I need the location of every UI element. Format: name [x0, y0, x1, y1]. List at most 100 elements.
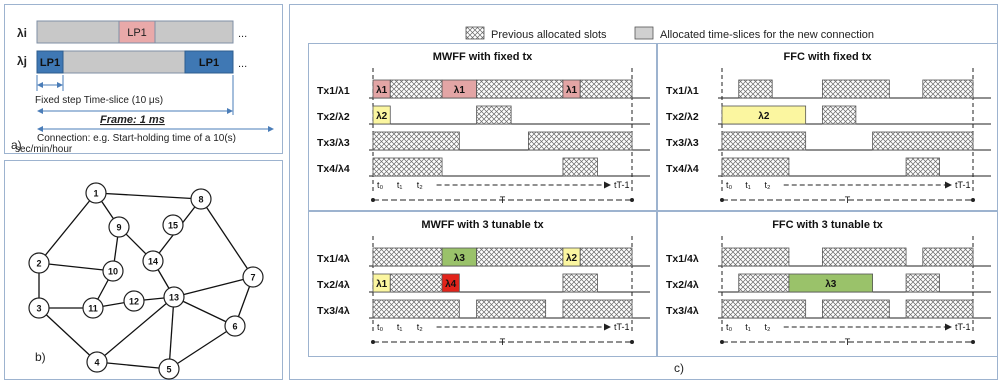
graph-node-label: 14 [148, 257, 158, 267]
time-tick-label: tT-1 [955, 322, 971, 332]
previous-slot [562, 273, 598, 293]
row-label-j: λj [17, 54, 27, 68]
row-i-lp1-label: LP1 [127, 27, 147, 39]
graph-node-label: 5 [166, 365, 171, 375]
previous-slot [922, 79, 974, 99]
new-slot-label: λ3 [825, 279, 837, 290]
graph-node-circle [158, 358, 180, 380]
graph-node-label: 11 [88, 304, 98, 314]
previous-slot [579, 247, 633, 267]
previous-slot [562, 299, 633, 319]
period-dot [630, 198, 634, 202]
graph-node-11: 11 [82, 297, 104, 319]
previous-slot [527, 131, 633, 151]
graph-node-label: 2 [36, 259, 41, 269]
quadrant-2-svg: MWFF with 3 tunable tx Tx1/4λ Tx2/4λ Tx3/4λ… [317, 219, 650, 347]
graph-node-circle [28, 297, 50, 319]
previous-slot [872, 131, 974, 151]
graph-node-14: 14 [142, 250, 164, 272]
graph-edge [168, 296, 175, 370]
previous-slot [476, 79, 564, 99]
period-label: T [500, 337, 506, 347]
graph-edge [38, 262, 114, 272]
frame-label: Frame: 1 ms [100, 114, 165, 126]
graph-node-3: 3 [28, 297, 50, 319]
graph-node-13: 13 [163, 286, 185, 308]
quadrant-top-left: MWFF with fixed tx Tx1/λ1 Tx2/λ2 Tx3/λ3 Tx4/… [308, 43, 657, 211]
graph-node-label: 1 [93, 189, 98, 199]
previous-slot [562, 157, 598, 177]
row-i-lp1-slot [118, 20, 156, 44]
previous-slot [372, 299, 460, 319]
graph-nodes: 1 8 9 15 14 2 10 7 13 12 3 11 6 4 5 [28, 182, 264, 380]
row-j-lp1-right-label: LP1 [199, 57, 219, 69]
new-slot-label: λ3 [454, 253, 466, 264]
period-label: T [845, 337, 851, 347]
graph-node-label: 12 [129, 297, 139, 307]
graph-node-circle [242, 266, 264, 288]
graph-node-circle [86, 351, 108, 373]
time-tick-label: t₀ [726, 180, 733, 190]
time-tick-label: t₂ [764, 322, 771, 332]
period-dot [371, 340, 375, 344]
new-slot [372, 105, 391, 125]
previous-slot [476, 105, 512, 125]
row-label: Tx3/4λ [317, 305, 350, 317]
row-label: Tx2/λ2 [317, 111, 350, 123]
row-j-ellipsis: ... [238, 58, 247, 70]
new-slot-label: λ1 [566, 85, 578, 96]
quadrant-title: FFC with fixed tx [784, 51, 873, 63]
graph-edge [38, 192, 97, 264]
row-label: Tx2/λ2 [666, 111, 699, 123]
graph-node-circle [85, 182, 107, 204]
time-tick-label: t₀ [377, 322, 384, 332]
quadrant-title: MWFF with fixed tx [433, 51, 533, 63]
previous-slot [821, 105, 857, 125]
panel-c: Previous allocated slots Allocated time-… [289, 4, 998, 380]
row-label: Tx1/λ1 [317, 85, 350, 97]
graph-edge [96, 296, 175, 363]
new-slot-label: λ1 [376, 279, 388, 290]
row-label: Tx3/4λ [666, 305, 699, 317]
graph-edge [168, 325, 236, 370]
row-label: Tx3/λ3 [666, 137, 699, 149]
period-dot [971, 198, 975, 202]
graph-edge [173, 276, 254, 298]
graph-node-circle [142, 250, 164, 272]
graph-edge [95, 192, 202, 200]
graph-node-label: 8 [198, 195, 203, 205]
time-tick-label: t₀ [726, 322, 733, 332]
previous-slot [721, 247, 790, 267]
graph-node-1: 1 [85, 182, 107, 204]
previous-slot [721, 157, 790, 177]
graph-node-5: 5 [158, 358, 180, 380]
new-slot-label: λ2 [566, 253, 578, 264]
previous-slot [738, 273, 790, 293]
network-topology: 1 8 9 15 14 2 10 7 13 12 3 11 6 4 5 b) [28, 182, 264, 380]
graph-node-circle [190, 188, 212, 210]
previous-slot [389, 273, 443, 293]
time-tick-label: tT-1 [614, 180, 630, 190]
quadrant-top-right: FFC with fixed tx Tx1/λ1 Tx2/λ2 Tx3/λ3 Tx4/λ… [657, 43, 998, 211]
graph-edge [200, 198, 254, 278]
period-dot [720, 198, 724, 202]
row-j-lp1-left-label: LP1 [40, 57, 60, 69]
legend-new-label: Allocated time-slices for the new connec… [660, 29, 874, 41]
previous-slot [905, 157, 940, 177]
quadrant-1-svg: FFC with fixed tx Tx1/λ1 Tx2/λ2 Tx3/λ3 Tx4/λ… [666, 51, 991, 205]
row-label: Tx1/4λ [666, 253, 699, 265]
new-slot-label: λ4 [445, 279, 457, 290]
new-slot [788, 273, 873, 293]
row-i-ellipsis: ... [238, 28, 247, 40]
previous-slot [476, 299, 547, 319]
row-label: Tx1/λ1 [666, 85, 699, 97]
quadrant-bottom-right: FFC with 3 tunable tx Tx1/4λ Tx2/4λ Tx3/4λ λ… [657, 211, 998, 357]
previous-slot [738, 79, 773, 99]
graph-node-4: 4 [86, 351, 108, 373]
new-slot-label: λ1 [454, 85, 466, 96]
graph-node-circle [162, 214, 184, 236]
graph-edge [96, 361, 170, 370]
time-tick-label: t₁ [745, 322, 751, 332]
graph-node-circle [224, 315, 246, 337]
time-tick-label: t₂ [417, 180, 424, 190]
